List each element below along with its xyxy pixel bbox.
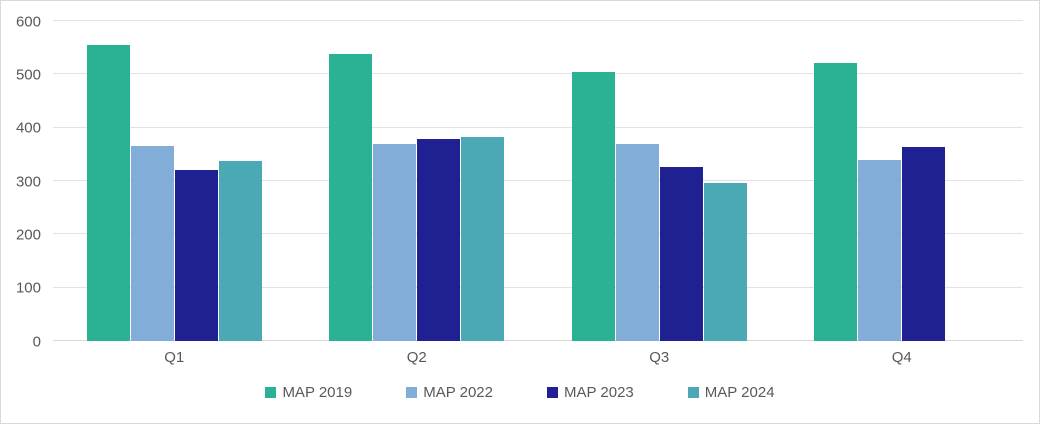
legend-item-map-2024: MAP 2024 [687,384,775,401]
bar-group-q3 [538,21,781,341]
bar-map-2023-q2 [417,138,461,341]
y-axis: 0 100 200 300 400 500 600 [1,14,41,349]
bar-group-q1 [53,21,296,341]
bar-map-2022-q4 [858,159,902,341]
y-tick-label-300: 300 [15,173,41,190]
bar-map-2019-q2 [329,53,373,341]
y-tick-label-600: 600 [15,13,41,30]
legend-item-map-2023: MAP 2023 [547,385,634,400]
gridline-500 [53,73,1023,75]
bar-group-q2 [296,21,539,341]
bar-map-2022-q3 [615,143,659,341]
legend-swatch-map-2022-icon [406,387,418,398]
bar-map-2023-q4 [902,147,946,341]
bar-map-2024-q2 [461,136,505,341]
legend-swatch-map-2023-icon [547,387,558,398]
x-tick-label-q1: Q1 [164,349,185,366]
plot-area [53,20,1023,341]
legend-label-map-2024: MAP 2024 [704,384,775,401]
gridline-200 [53,233,1023,235]
bar-map-2024-q3 [703,182,747,341]
bar-group-q4 [781,21,1024,341]
legend-label-map-2019: MAP 2019 [282,384,353,401]
bar-map-2022-q2 [373,144,417,341]
legend-swatch-map-2024-icon [687,387,699,398]
x-tick-label-q4: Q4 [891,349,912,366]
y-tick-label-0: 0 [32,333,41,350]
legend-item-map-2019: MAP 2019 [265,385,352,400]
x-axis-line [53,340,1023,341]
x-tick-label-q3: Q3 [649,349,670,366]
bar-map-2022-q1 [130,145,174,341]
bar-map-2019-q1 [86,45,130,341]
x-axis: Q1 Q2 Q3 Q4 [53,349,1023,366]
bar-groups [53,21,1023,341]
bar-map-2019-q4 [814,62,858,341]
gridline-600 [53,20,1023,21]
bar-map-2019-q3 [571,71,615,341]
y-tick-label-500: 500 [15,66,41,84]
y-tick-label-100: 100 [15,279,41,297]
gridline-300 [53,180,1023,181]
gridline-100 [53,286,1023,288]
legend-swatch-map-2019-icon [265,387,277,398]
legend-label-map-2023: MAP 2023 [564,384,634,401]
x-tick-label-q2: Q2 [406,349,427,366]
legend-label-map-2022: MAP 2022 [423,384,493,401]
gridline-400 [53,126,1023,128]
bar-map-2024-q1 [218,160,262,341]
y-tick-label-400: 400 [15,119,41,137]
bar-map-2023-q1 [174,170,218,341]
legend: MAP 2019 MAP 2022 MAP 2023 MAP 2024 [1,385,1039,400]
bar-map-2023-q3 [659,166,703,341]
y-tick-label-200: 200 [15,226,41,244]
legend-item-map-2022: MAP 2022 [406,385,493,400]
